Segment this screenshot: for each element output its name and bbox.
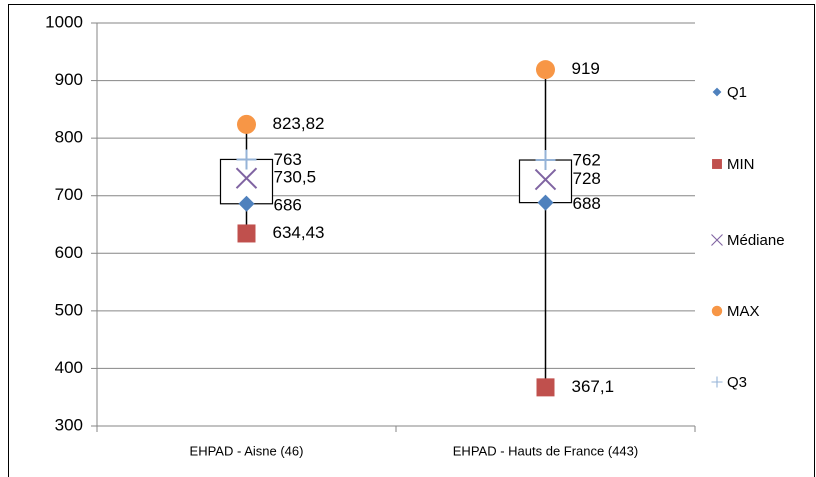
max-marker <box>237 114 256 134</box>
y-tick-label: 600 <box>55 243 83 262</box>
q1-marker <box>537 194 554 211</box>
data-label: 762 <box>573 151 601 170</box>
legend-label: Q1 <box>727 84 747 101</box>
legend-label: Médiane <box>727 232 785 249</box>
legend-label: MAX <box>727 303 760 320</box>
y-tick-label: 400 <box>55 358 83 377</box>
y-tick-label: 300 <box>55 415 83 434</box>
data-label: 367,1 <box>572 377 615 396</box>
legend-marker <box>712 87 722 97</box>
data-label: 730,5 <box>274 168 317 187</box>
legend-marker <box>712 159 722 169</box>
legend-marker <box>711 376 723 388</box>
x-tick-label: EHPAD - Aisne (46) <box>190 443 304 458</box>
legend-marker <box>711 305 723 317</box>
min-marker <box>237 224 256 243</box>
q3-marker <box>535 150 556 171</box>
data-label: 919 <box>572 59 600 78</box>
data-label: 763 <box>274 150 302 169</box>
data-label: 823,82 <box>273 114 325 133</box>
median-marker <box>534 168 557 191</box>
data-label: 728 <box>573 169 601 188</box>
data-label: 686 <box>274 195 302 214</box>
y-tick-label: 800 <box>55 128 83 147</box>
q3-marker <box>236 149 257 170</box>
x-tick-label: EHPAD - Hauts de France (443) <box>453 443 638 458</box>
data-label: 688 <box>573 194 601 213</box>
median-marker <box>235 167 258 189</box>
q1-marker <box>238 195 255 212</box>
y-tick-label: 700 <box>55 185 83 204</box>
legend-marker <box>711 234 723 246</box>
legend-label: MIN <box>727 156 755 173</box>
y-tick-label: 900 <box>55 70 83 89</box>
data-label: 634,43 <box>273 223 325 242</box>
max-marker <box>536 60 555 80</box>
min-marker <box>536 378 555 397</box>
y-tick-label: 500 <box>55 300 83 319</box>
legend-label: Q3 <box>727 374 747 391</box>
y-tick-label: 1000 <box>45 12 83 31</box>
chart-frame <box>8 4 815 477</box>
